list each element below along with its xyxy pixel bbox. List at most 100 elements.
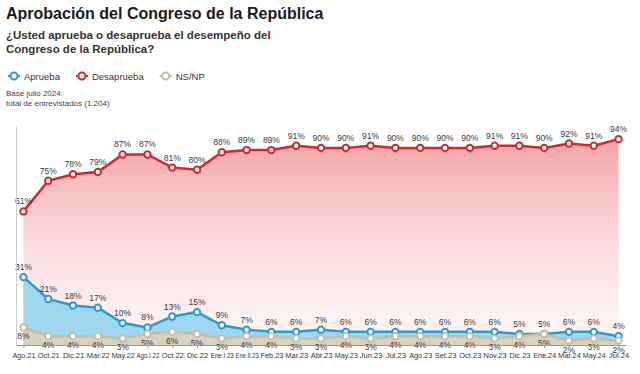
marker — [95, 333, 101, 339]
marker — [268, 333, 274, 339]
line — [23, 139, 618, 211]
data-label: 8% — [17, 331, 30, 341]
marker — [591, 329, 597, 335]
marker — [144, 324, 150, 330]
data-label: 17% — [89, 293, 106, 303]
marker — [442, 145, 448, 151]
marker — [20, 208, 26, 214]
x-tick-label: Mar.23 — [285, 351, 308, 360]
x-tick-label: Mar.24 — [558, 351, 581, 360]
x-tick-label: Jul.23 — [386, 351, 406, 360]
data-label: 5% — [191, 338, 204, 348]
marker — [615, 337, 621, 343]
x-tick: Mar.22 — [87, 345, 110, 360]
marker — [119, 335, 125, 341]
x-tick-label: Nov.23 — [484, 351, 507, 360]
x-tick-mark — [321, 345, 322, 348]
marker — [219, 335, 225, 341]
data-label: 91% — [362, 131, 379, 141]
note: Base julio 2024: — [6, 89, 63, 98]
data-labels: 31%21%18%17%10%8%13%15%9%7%6%6%7%6%6%6%6… — [15, 124, 628, 354]
data-label: 90% — [436, 133, 453, 143]
x-tick-mark — [271, 345, 272, 348]
marker — [144, 331, 150, 337]
x-tick-label: Ene.I.23 — [211, 351, 234, 360]
data-label: 90% — [312, 133, 329, 143]
x-tick: Ene.II.23 — [236, 345, 259, 360]
data-label: 21% — [40, 284, 57, 294]
area-1 — [23, 139, 618, 345]
marker — [541, 331, 547, 337]
marker — [194, 167, 200, 173]
data-label: 6% — [364, 317, 377, 327]
marker — [293, 335, 299, 341]
plot-area — [20, 136, 622, 345]
title: Aprobación del Congreso de la República — [6, 5, 323, 22]
x-tick: Jul.23 — [386, 345, 406, 360]
x-tick-mark — [98, 345, 99, 348]
subtitle: ¿Usted aprueba o desaprueba el desempeño… — [6, 29, 271, 55]
x-tick-mark — [519, 345, 520, 348]
data-label: 81% — [164, 153, 181, 163]
marker — [70, 171, 76, 177]
marker — [194, 331, 200, 337]
x-tick-label: Mar.22 — [87, 351, 110, 360]
marker — [268, 147, 274, 153]
data-label: 6% — [488, 317, 501, 327]
note: total de entrevistados (1.204) — [6, 99, 110, 108]
x-tick-mark — [395, 345, 396, 348]
data-label: 6% — [389, 317, 402, 327]
marker — [566, 329, 572, 335]
data-label: 31% — [15, 262, 32, 272]
marker — [243, 147, 249, 153]
x-tick-mark — [445, 345, 446, 348]
data-label: 87% — [139, 139, 156, 149]
marker — [70, 302, 76, 308]
legend: ApruebaDesapruebaNS/NP — [8, 71, 205, 82]
data-label: 9% — [216, 310, 229, 320]
x-tick-label: Ago.21 — [12, 351, 35, 360]
x-tick-mark — [23, 345, 24, 348]
x-tick-mark — [247, 345, 248, 348]
legend-item: Desaprueba — [76, 71, 144, 82]
data-label: 91% — [511, 131, 528, 141]
x-tick-mark — [197, 345, 198, 348]
marker — [169, 329, 175, 335]
marker — [169, 313, 175, 319]
data-label: 15% — [189, 297, 206, 307]
marker — [144, 151, 150, 157]
x-tick: Oct.21 — [38, 345, 60, 360]
data-label: 89% — [263, 135, 280, 145]
x-tick-label: Feb.23 — [260, 351, 283, 360]
x-tick-mark — [470, 345, 471, 348]
marker — [367, 143, 373, 149]
x-tick: Ago.21 — [12, 345, 35, 360]
marker — [615, 136, 621, 142]
data-label: 90% — [461, 133, 478, 143]
x-tick-mark — [123, 345, 124, 348]
x-tick-mark — [346, 345, 347, 348]
legend-item: Aprueba — [8, 71, 61, 82]
data-label: 6% — [414, 317, 427, 327]
data-label: 10% — [114, 308, 131, 318]
marker — [566, 140, 572, 146]
x-tick-mark — [48, 345, 49, 348]
data-label: 6% — [563, 317, 576, 327]
x-tick-mark — [619, 345, 620, 348]
marker — [318, 335, 324, 341]
data-label: 79% — [89, 157, 106, 167]
x-tick-mark — [569, 345, 570, 348]
data-label: 94% — [610, 124, 627, 134]
x-tick-mark — [420, 345, 421, 348]
x-tick-label: Dic.21 — [63, 351, 84, 360]
x-tick: May.23 — [335, 345, 358, 360]
data-label: 75% — [40, 166, 57, 176]
marker — [318, 145, 324, 151]
data-label: 88% — [213, 137, 230, 147]
data-label: 91% — [585, 131, 602, 141]
y-axis — [16, 127, 17, 346]
line — [23, 277, 618, 336]
marker — [45, 333, 51, 339]
data-label: 90% — [387, 133, 404, 143]
x-tick-mark — [172, 345, 173, 348]
